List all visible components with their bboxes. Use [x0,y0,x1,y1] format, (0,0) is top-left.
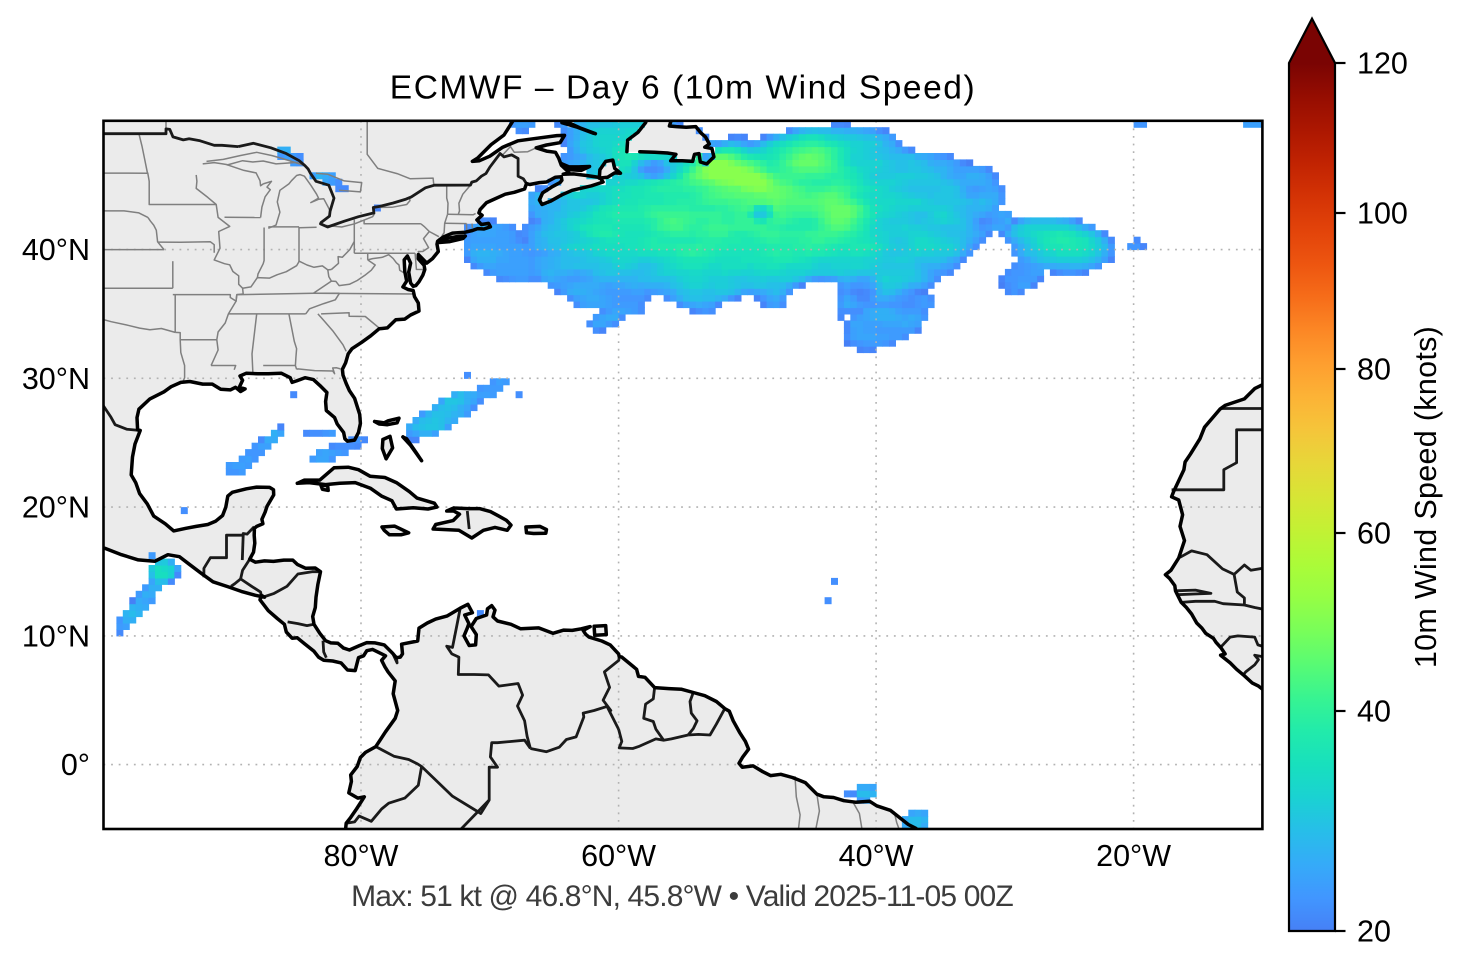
svg-text:10°N: 10°N [22,619,90,653]
svg-text:20°N: 20°N [22,491,90,525]
svg-text:60°W: 60°W [581,839,656,873]
svg-text:80: 80 [1357,353,1391,387]
svg-text:30°N: 30°N [22,362,90,396]
svg-text:60: 60 [1357,517,1391,551]
svg-text:40°W: 40°W [839,839,914,873]
svg-text:ECMWF – Day 6 (10m Wind Speed): ECMWF – Day 6 (10m Wind Speed) [390,70,976,107]
svg-text:40°N: 40°N [22,233,90,267]
svg-text:80°W: 80°W [324,839,399,873]
svg-text:0°: 0° [61,748,90,782]
svg-text:20: 20 [1357,915,1391,949]
svg-text:40: 40 [1357,695,1391,729]
svg-text:10m Wind Speed (knots): 10m Wind Speed (knots) [1409,326,1443,668]
svg-text:100: 100 [1357,197,1408,231]
svg-text:20°W: 20°W [1096,839,1171,873]
svg-text:120: 120 [1357,47,1408,81]
svg-text:Max: 51 kt @ 46.8°N, 45.8°W •: Max: 51 kt @ 46.8°N, 45.8°W • Valid 2025… [351,880,1013,913]
